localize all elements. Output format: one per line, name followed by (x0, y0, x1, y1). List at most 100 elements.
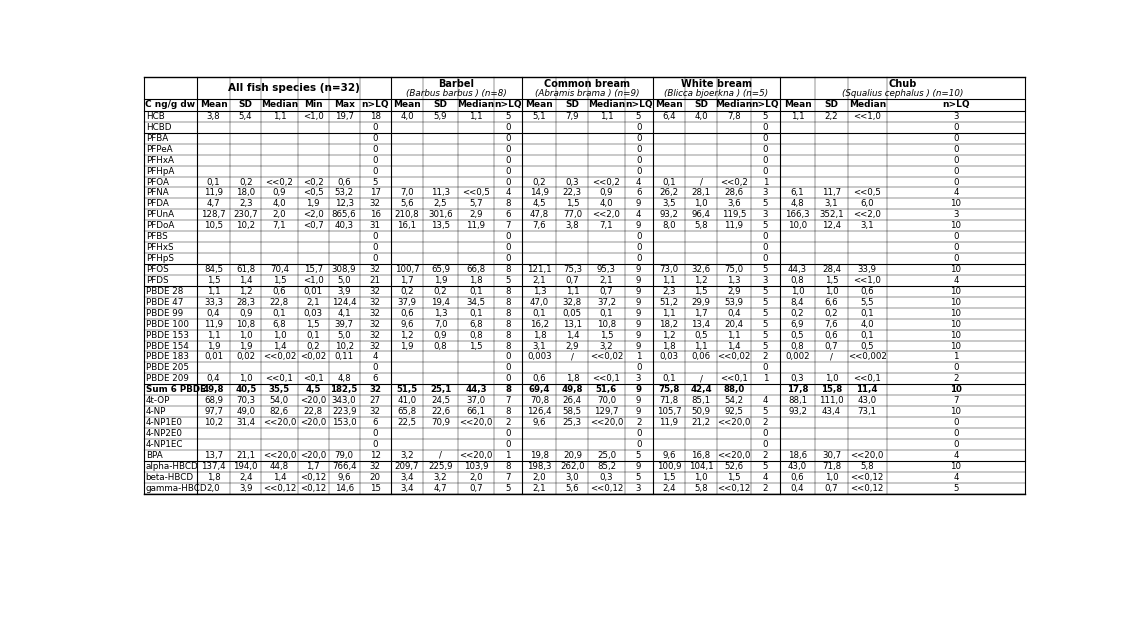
Text: 1,1: 1,1 (207, 331, 220, 340)
Text: <<0,2: <<0,2 (592, 178, 621, 186)
Text: 0,2: 0,2 (825, 309, 839, 318)
Text: <1,0: <1,0 (302, 112, 324, 121)
Text: 4,8: 4,8 (791, 199, 804, 208)
Text: 77,0: 77,0 (563, 211, 582, 219)
Text: 2,9: 2,9 (727, 287, 741, 296)
Text: 4,0: 4,0 (273, 199, 286, 208)
Text: 1,0: 1,0 (694, 473, 707, 482)
Text: 2,0: 2,0 (207, 483, 220, 493)
Text: n>LQ: n>LQ (625, 100, 653, 109)
Text: 0: 0 (636, 243, 641, 252)
Text: 9,6: 9,6 (533, 418, 547, 427)
Text: 32,6: 32,6 (691, 265, 711, 274)
Text: 105,7: 105,7 (656, 407, 681, 416)
Text: 9: 9 (636, 221, 641, 231)
Text: 10: 10 (950, 341, 962, 351)
Text: PBDE 153: PBDE 153 (146, 331, 188, 340)
Text: 0: 0 (505, 429, 511, 438)
Text: 7,6: 7,6 (533, 221, 547, 231)
Text: 0: 0 (953, 418, 958, 427)
Text: 1,3: 1,3 (533, 287, 547, 296)
Text: 0,2: 0,2 (434, 287, 447, 296)
Text: 121,1: 121,1 (527, 265, 552, 274)
Text: 0: 0 (953, 178, 958, 186)
Text: 9: 9 (636, 462, 641, 471)
Text: <<20,0: <<20,0 (262, 451, 297, 460)
Text: 153,0: 153,0 (332, 418, 356, 427)
Text: 0: 0 (762, 156, 768, 164)
Text: 10: 10 (950, 407, 962, 416)
Text: 1,7: 1,7 (306, 462, 319, 471)
Text: 13,5: 13,5 (431, 221, 451, 231)
Text: 6: 6 (372, 418, 378, 427)
Text: 18,6: 18,6 (788, 451, 807, 460)
Text: 11,9: 11,9 (467, 221, 485, 231)
Text: 4-NP: 4-NP (146, 407, 167, 416)
Text: 11,9: 11,9 (659, 418, 679, 427)
Text: 0,1: 0,1 (207, 178, 220, 186)
Text: <1,0: <1,0 (302, 276, 324, 285)
Text: 1,9: 1,9 (238, 341, 252, 351)
Text: 7: 7 (505, 473, 511, 482)
Text: 1,4: 1,4 (238, 276, 252, 285)
Text: 73,0: 73,0 (659, 265, 679, 274)
Text: 10,2: 10,2 (204, 418, 224, 427)
Text: 1,1: 1,1 (662, 276, 675, 285)
Text: 43,4: 43,4 (822, 407, 841, 416)
Text: 0: 0 (505, 166, 511, 176)
Text: 2: 2 (762, 418, 768, 427)
Text: 0: 0 (505, 440, 511, 449)
Text: 14,9: 14,9 (529, 188, 549, 197)
Text: 0: 0 (505, 156, 511, 164)
Text: 0,5: 0,5 (791, 331, 804, 340)
Text: 210,8: 210,8 (395, 211, 419, 219)
Text: 32: 32 (370, 298, 381, 307)
Text: 1: 1 (505, 451, 511, 460)
Text: 61,8: 61,8 (236, 265, 256, 274)
Text: 12: 12 (370, 451, 381, 460)
Text: 75,3: 75,3 (563, 265, 582, 274)
Text: 95,3: 95,3 (597, 265, 616, 274)
Text: 1,1: 1,1 (207, 287, 220, 296)
Text: 19,7: 19,7 (334, 112, 354, 121)
Text: 0,7: 0,7 (469, 483, 483, 493)
Text: 6: 6 (505, 211, 511, 219)
Text: 5: 5 (762, 320, 768, 329)
Text: 129,7: 129,7 (594, 407, 618, 416)
Text: 70,3: 70,3 (236, 396, 256, 405)
Text: <<0,02: <<0,02 (262, 353, 297, 361)
Text: <20,0: <20,0 (300, 451, 326, 460)
Text: 308,9: 308,9 (332, 265, 356, 274)
Text: White bream: White bream (681, 79, 752, 89)
Text: 28,4: 28,4 (822, 265, 841, 274)
Text: <<0,12: <<0,12 (850, 473, 884, 482)
Text: 4: 4 (953, 188, 958, 197)
Text: 0,1: 0,1 (662, 178, 675, 186)
Text: 1: 1 (636, 353, 641, 361)
Text: 9: 9 (636, 276, 641, 285)
Text: 0: 0 (636, 156, 641, 164)
Text: 0,6: 0,6 (273, 287, 286, 296)
Text: <<0,2: <<0,2 (720, 178, 747, 186)
Text: 0: 0 (953, 440, 958, 449)
Text: PFHpS: PFHpS (146, 254, 173, 263)
Text: 30,7: 30,7 (822, 451, 841, 460)
Text: 262,0: 262,0 (560, 462, 584, 471)
Text: 65,9: 65,9 (431, 265, 450, 274)
Text: 6: 6 (372, 374, 378, 383)
Text: 39,7: 39,7 (334, 320, 354, 329)
Text: 32: 32 (370, 385, 381, 394)
Text: 5: 5 (636, 112, 641, 121)
Text: 12,4: 12,4 (822, 221, 841, 231)
Text: 93,2: 93,2 (659, 211, 679, 219)
Text: 2,0: 2,0 (533, 473, 547, 482)
Text: 10: 10 (950, 385, 962, 394)
Text: 1,0: 1,0 (825, 473, 839, 482)
Text: 32: 32 (370, 287, 381, 296)
Text: 0,3: 0,3 (600, 473, 613, 482)
Text: 7: 7 (505, 396, 511, 405)
Text: 8: 8 (505, 407, 511, 416)
Text: 0: 0 (762, 123, 768, 132)
Text: 4: 4 (953, 451, 958, 460)
Text: 1,0: 1,0 (238, 374, 252, 383)
